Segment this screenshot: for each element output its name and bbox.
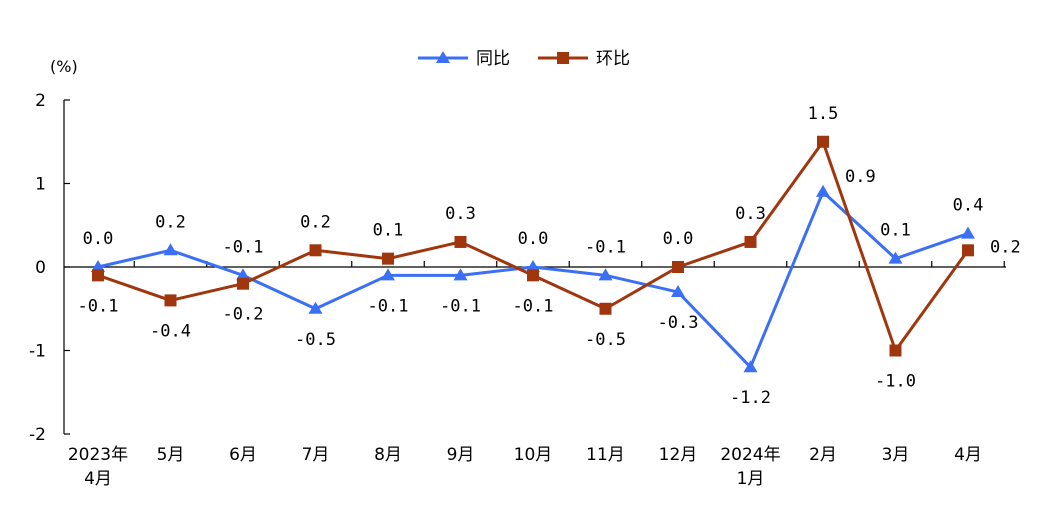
data-label: -0.1 (585, 237, 626, 257)
y-tick-label: -1 (29, 342, 46, 362)
x-tick-label: 9月 (447, 445, 475, 465)
square-marker (92, 269, 104, 282)
square-marker (382, 252, 394, 265)
x-tick-label: 2023年 4月 (68, 445, 128, 489)
x-tick-label: 10月 (514, 445, 553, 465)
data-label: 0.3 (735, 204, 766, 224)
x-tick-label: 6月 (229, 445, 257, 465)
data-label: -0.1 (223, 237, 264, 257)
triangle-marker (91, 260, 105, 272)
square-marker (237, 277, 249, 290)
axes: 2 1 0 -1 -2 2023年 4月 5月 6月 7月 8月 9月 10月 11月 12月 2024年 1月… (29, 57, 1006, 489)
data-label: 0.2 (990, 237, 1021, 257)
legend-square-marker (557, 52, 569, 64)
data-label: -0.1 (440, 296, 481, 316)
data-label: 1.5 (808, 104, 839, 124)
x-tick-label: 4月 (954, 445, 982, 465)
data-label: -0.3 (658, 313, 699, 333)
square-marker (164, 294, 177, 307)
data-label: 0.0 (518, 229, 549, 249)
square-marker (744, 235, 757, 248)
square-marker (962, 244, 974, 257)
y-tick-label: 0 (35, 258, 46, 278)
square-marker (889, 344, 902, 357)
x-tick-label: 3月 (882, 445, 910, 465)
square-marker (454, 235, 467, 248)
data-label: -1.2 (730, 388, 771, 408)
data-label: 0.2 (300, 212, 331, 232)
data-label: 0.2 (155, 212, 186, 232)
triangle-marker (526, 260, 540, 272)
x-tick-label: 2月 (809, 445, 837, 465)
triangle-marker (381, 268, 395, 281)
data-label: 0.1 (880, 221, 911, 241)
x-tick-label: 11月 (586, 445, 625, 465)
triangle-marker (816, 184, 830, 197)
y-tick-label: -2 (29, 425, 46, 445)
y-unit-label: (%) (50, 57, 78, 76)
triangle-marker (453, 268, 468, 281)
triangle-marker (888, 251, 903, 264)
data-labels: 0.0 0.2 -0.1 -0.5 -0.1 -0.1 0.0 -0.1 -0.3 -1.2 0.9… (78, 104, 1021, 408)
triangle-marker (308, 301, 323, 314)
triangle-marker (961, 226, 975, 239)
x-tick-label: 7月 (302, 445, 330, 465)
data-label: -0.1 (78, 296, 119, 316)
data-label: 0.4 (953, 196, 984, 216)
data-label: -0.1 (513, 296, 554, 316)
triangle-marker (236, 268, 250, 281)
square-marker (527, 269, 539, 282)
x-tick-label: 5月 (157, 445, 185, 465)
legend-label: 同比 (476, 49, 510, 69)
x-tick-label: 8月 (374, 445, 402, 465)
data-label: -0.5 (295, 330, 336, 350)
data-label: -0.1 (368, 296, 409, 316)
legend-triangle-marker (436, 51, 450, 63)
data-label: 0.3 (445, 204, 476, 224)
triangle-marker (743, 360, 758, 373)
square-marker (599, 302, 612, 315)
y-tick-label: 1 (35, 175, 46, 195)
triangle-marker (671, 285, 685, 298)
triangle-marker (163, 243, 178, 256)
data-label: 0.0 (663, 229, 694, 249)
data-label: -1.0 (875, 372, 916, 392)
square-marker (817, 135, 829, 148)
data-label: 0.9 (845, 167, 876, 187)
legend-label: 环比 (596, 49, 630, 69)
data-label: 0.0 (83, 229, 114, 249)
legend: 同比 环比 (418, 49, 630, 69)
data-label: -0.2 (223, 305, 264, 325)
x-tick-label: 2024年 1月 (720, 445, 780, 489)
square-marker (672, 261, 684, 273)
data-label: -0.4 (150, 321, 191, 341)
data-label: 0.1 (373, 221, 404, 241)
triangle-marker (598, 268, 613, 281)
data-label: -0.5 (585, 330, 626, 350)
square-marker (309, 244, 322, 257)
series-markers (91, 135, 975, 373)
x-tick-label: 12月 (659, 445, 698, 465)
y-tick-label: 2 (35, 91, 46, 111)
